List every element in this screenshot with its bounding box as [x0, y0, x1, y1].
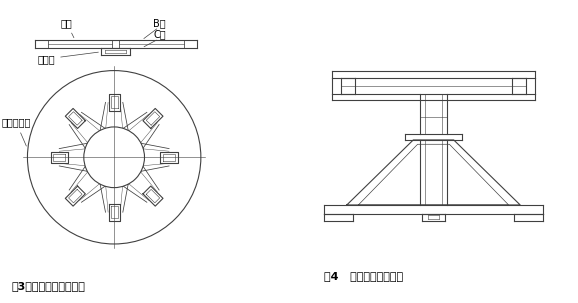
Text: C面: C面	[153, 29, 166, 39]
Text: 法兰: 法兰	[61, 18, 74, 38]
Text: 八个分料口: 八个分料口	[2, 118, 31, 146]
Text: 图4   灌包架制作完成图: 图4 灌包架制作完成图	[324, 271, 403, 281]
Text: 方法兰: 方法兰	[38, 52, 98, 64]
Text: B面: B面	[153, 18, 166, 28]
Text: 图3灌包架的分料箱部分: 图3灌包架的分料箱部分	[12, 281, 86, 291]
